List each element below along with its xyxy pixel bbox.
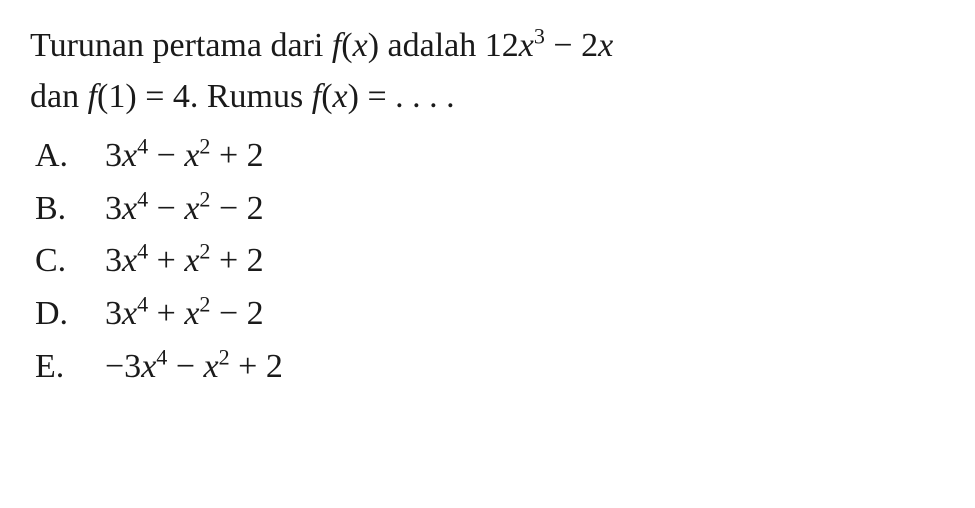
question-line2-part1: dan (30, 78, 88, 115)
question-line1-paren-open: ( (341, 27, 352, 64)
option-a-expr: 3x4 − x2 + 2 (105, 130, 264, 183)
option-d-exp1: 4 (137, 292, 148, 317)
question-line2-f2: f (312, 78, 321, 115)
option-c-exp1: 4 (137, 239, 148, 264)
question-text: Turunan pertama dari f(x) adalah 12x3 − … (30, 20, 945, 122)
option-a-var2: x (184, 137, 199, 174)
option-a-op2: + 2 (210, 137, 263, 174)
option-b-label: B. (35, 183, 105, 236)
option-c-op2: + 2 (210, 242, 263, 279)
option-b-coef1: 3 (105, 190, 122, 227)
question-line1-exp1: 3 (534, 24, 545, 49)
option-b-exp2: 2 (199, 186, 210, 211)
option-e-op2: + 2 (230, 348, 283, 385)
option-a-label: A. (35, 130, 105, 183)
question-line2-part3: = . . . . (367, 78, 454, 115)
option-d: D. 3x4 + x2 − 2 (35, 288, 945, 341)
option-e-expr: −3x4 − x2 + 2 (105, 341, 283, 394)
question-line2-part2: (1) = 4. Rumus (97, 78, 312, 115)
question-line1-part3: − 2 (545, 27, 598, 64)
option-d-var1: x (122, 295, 137, 332)
option-b-op2: − 2 (210, 190, 263, 227)
option-a-exp2: 2 (199, 134, 210, 159)
option-a-var1: x (122, 137, 137, 174)
option-d-op1: + (148, 295, 184, 332)
option-e-label: E. (35, 341, 105, 394)
option-c-exp2: 2 (199, 239, 210, 264)
question-line1-part2: adalah 12 (388, 27, 519, 64)
option-c-coef1: 3 (105, 242, 122, 279)
question-line1-paren-close: ) (368, 27, 388, 64)
options-list: A. 3x4 − x2 + 2 B. 3x4 − x2 − 2 C. 3x4 +… (35, 130, 945, 393)
option-d-op2: − 2 (210, 295, 263, 332)
question-line1-fx: f (332, 27, 341, 64)
option-c-var2: x (184, 242, 199, 279)
option-a-op1: − (148, 137, 184, 174)
option-a-coef1: 3 (105, 137, 122, 174)
option-b-expr: 3x4 − x2 − 2 (105, 183, 264, 236)
question-line2-x: x (333, 78, 348, 115)
option-e-exp1: 4 (156, 344, 167, 369)
option-d-expr: 3x4 + x2 − 2 (105, 288, 264, 341)
question-line2-paren-close: ) (348, 78, 368, 115)
option-e-op1: − (167, 348, 203, 385)
option-d-var2: x (184, 295, 199, 332)
question-line2-paren-open: ( (321, 78, 332, 115)
option-a-exp1: 4 (137, 134, 148, 159)
question-line1-x: x (353, 27, 368, 64)
question-line1-part1: Turunan pertama dari (30, 27, 332, 64)
option-d-exp2: 2 (199, 292, 210, 317)
question-line1-x3: x (598, 27, 613, 64)
option-d-label: D. (35, 288, 105, 341)
option-e: E. −3x4 − x2 + 2 (35, 341, 945, 394)
option-a: A. 3x4 − x2 + 2 (35, 130, 945, 183)
option-c-expr: 3x4 + x2 + 2 (105, 235, 264, 288)
option-b-op1: − (148, 190, 184, 227)
option-c-var1: x (122, 242, 137, 279)
option-d-coef1: 3 (105, 295, 122, 332)
option-e-exp2: 2 (219, 344, 230, 369)
question-line1-x2: x (519, 27, 534, 64)
option-c: C. 3x4 + x2 + 2 (35, 235, 945, 288)
option-b-var1: x (122, 190, 137, 227)
option-c-label: C. (35, 235, 105, 288)
option-e-var1: x (141, 348, 156, 385)
option-b: B. 3x4 − x2 − 2 (35, 183, 945, 236)
option-b-exp1: 4 (137, 186, 148, 211)
option-e-coef1: −3 (105, 348, 141, 385)
question-line2-f: f (88, 78, 97, 115)
option-b-var2: x (184, 190, 199, 227)
option-c-op1: + (148, 242, 184, 279)
option-e-var2: x (204, 348, 219, 385)
